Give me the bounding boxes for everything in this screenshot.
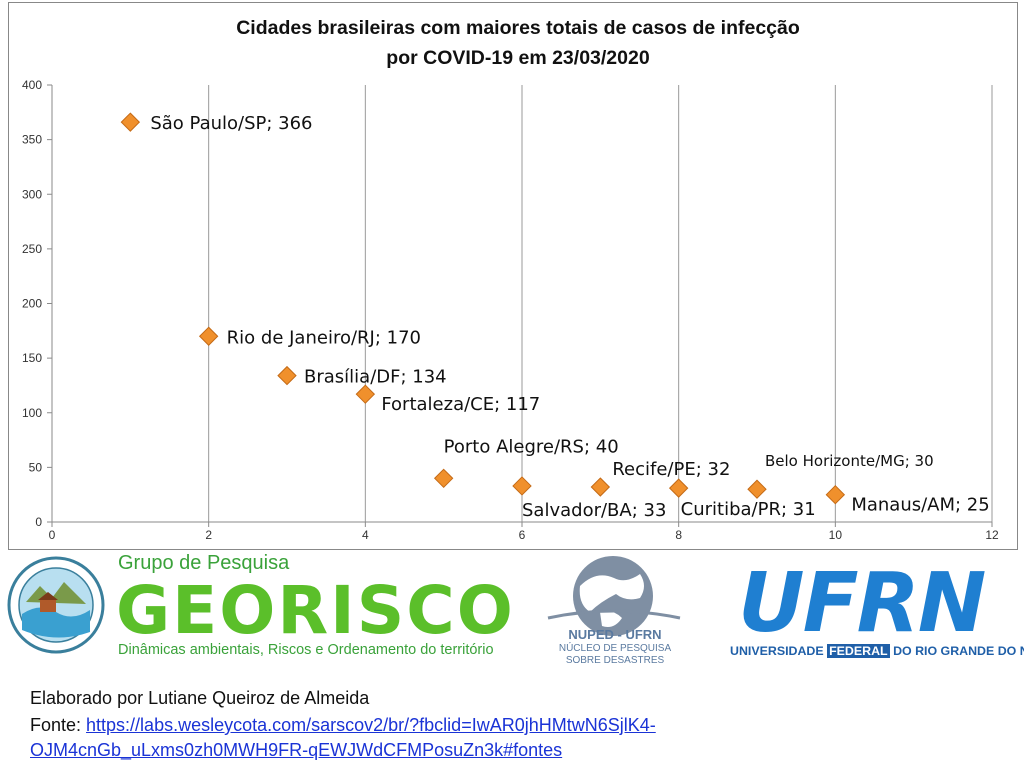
data-labels: São Paulo/SP; 366 Rio de Janeiro/RJ; 170 B… — [150, 113, 989, 521]
nuped-globe-icon — [547, 556, 681, 636]
georisco-tagline: Dinâmicas ambientais, Riscos e Ordenamen… — [118, 642, 494, 658]
y-tick-label: 0 — [35, 515, 42, 529]
x-tick-label: 0 — [49, 528, 56, 542]
ufrn-sub-a: UNIVERSIDADE — [730, 644, 824, 658]
tick-labels: 0 50 100 150 200 250 300 350 400 0 2 4 6 8 10 12 — [22, 78, 999, 542]
data-point-diamond — [433, 468, 454, 489]
data-point-diamond — [590, 477, 611, 497]
y-tick-label: 400 — [22, 78, 42, 92]
data-point-diamond — [512, 476, 532, 496]
data-point-diamond — [277, 365, 297, 386]
data-point-label: São Paulo/SP; 366 — [150, 113, 312, 134]
ufrn-sub-c: DO RIO GRANDE DO NORTE — [893, 644, 1024, 658]
data-point-label: Porto Alegre/RS; 40 — [444, 436, 619, 457]
axis-layer — [47, 84, 993, 527]
source-link[interactable]: https://labs.wesleycota.com/sarscov2/br/… — [30, 715, 656, 760]
data-point-label: Fortaleza/CE; 117 — [381, 394, 540, 415]
data-point-diamond — [668, 478, 689, 498]
chart-title-line-2: por COVID-19 em 23/03/2020 — [386, 47, 650, 69]
x-tick-label: 4 — [362, 528, 369, 542]
y-tick-label: 250 — [22, 242, 42, 256]
data-points — [120, 112, 846, 505]
x-tick-label: 12 — [985, 528, 999, 542]
georisco-logo-text: GEORISCO — [116, 572, 515, 649]
ufrn-sub-b: FEDERAL — [827, 644, 890, 658]
ufrn-logo-text: UFRN — [738, 556, 986, 651]
y-tick-label: 50 — [29, 460, 43, 474]
source-label: Fonte: — [30, 715, 87, 735]
y-tick-label: 350 — [22, 133, 42, 147]
data-point-diamond — [120, 112, 141, 132]
georisco-seal-icon — [7, 556, 105, 654]
scatter-chart: Cidades brasileiras com maiores totais d… — [22, 17, 999, 542]
y-tick-label: 300 — [22, 187, 42, 201]
data-point-diamond — [747, 479, 767, 499]
chart-frame: Cidades brasileiras com maiores totais d… — [8, 2, 1018, 550]
logo-band — [7, 556, 681, 654]
x-tick-label: 2 — [205, 528, 212, 542]
data-point-label: Recife/PE; 32 — [612, 459, 730, 480]
nuped-subtitle-line-1: NÚCLEO DE PESQUISA — [558, 643, 672, 654]
data-point-label: Rio de Janeiro/RJ; 170 — [227, 327, 421, 348]
data-point-label: Manaus/AM; 25 — [851, 495, 989, 516]
data-point-label: Brasília/DF; 134 — [304, 367, 447, 388]
grid-layer — [208, 85, 993, 522]
y-tick-label: 150 — [22, 351, 42, 365]
nuped-subtitle: NÚCLEO DE PESQUISA SOBRE DESASTRES — [540, 643, 690, 667]
x-tick-label: 8 — [675, 528, 682, 542]
georisco-group-label: Grupo de Pesquisa — [118, 552, 290, 574]
author-credit: Elaborado por Lutiane Queiroz de Almeida — [30, 688, 370, 708]
x-tick-label: 6 — [519, 528, 526, 542]
data-point-label: Curitiba/PR; 31 — [681, 499, 816, 520]
source-line: Fonte: https://labs.wesleycota.com/sarsc… — [30, 713, 790, 763]
y-tick-label: 100 — [22, 406, 42, 420]
chart-title-line-1: Cidades brasileiras com maiores totais d… — [236, 17, 800, 39]
ufrn-full-name: UNIVERSIDADE FEDERAL DO RIO GRANDE DO NO… — [730, 644, 1024, 658]
data-point-diamond — [825, 484, 846, 505]
nuped-name: NUPED - UFRN — [568, 627, 662, 642]
data-point-label: Salvador/BA; 33 — [522, 500, 666, 521]
y-tick-label: 200 — [22, 297, 42, 311]
data-point-diamond — [355, 384, 376, 404]
data-point-diamond — [198, 326, 219, 346]
x-tick-label: 10 — [829, 528, 843, 542]
data-point-label: Belo Horizonte/MG; 30 — [765, 452, 934, 470]
nuped-subtitle-line-2: SOBRE DESASTRES — [565, 655, 665, 666]
